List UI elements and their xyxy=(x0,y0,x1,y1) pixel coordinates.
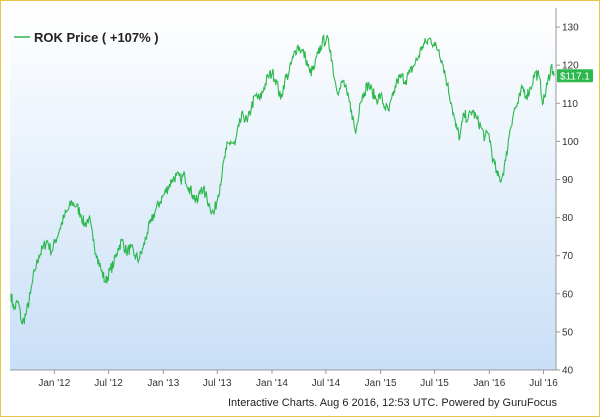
y-tick-label: 100 xyxy=(562,137,579,148)
y-tick-label: 130 xyxy=(562,23,579,34)
price-series-line xyxy=(10,34,555,325)
y-tick-label: 60 xyxy=(562,289,574,300)
y-tick-label: 120 xyxy=(562,61,579,72)
y-axis: 40 50 60 70 80 90 100 110 120 130 xyxy=(555,8,579,377)
chart-credit[interactable]: Interactive Charts. Aug 6 2016, 12:53 UT… xyxy=(228,397,557,409)
x-tick-label: Jan '14 xyxy=(256,378,288,389)
x-tick-label: Jul '16 xyxy=(529,378,558,389)
y-tick-label: 40 xyxy=(562,366,574,377)
y-tick-label: 90 xyxy=(562,175,574,186)
y-tick-label: 50 xyxy=(562,327,574,338)
plot-area xyxy=(10,8,556,370)
last-price-label: $117.1 xyxy=(560,72,590,83)
x-tick-label: Jan '13 xyxy=(147,378,179,389)
x-tick-label: Jan '12 xyxy=(38,378,70,389)
legend-label: ROK Price ( +107% ) xyxy=(34,30,159,45)
last-price-marker: $117.1 xyxy=(557,69,593,83)
x-axis: Jan '12 Jul '12 Jan '13 Jul '13 Jan '14 Jul '… xyxy=(10,369,558,389)
y-tick-label: 110 xyxy=(562,99,578,110)
last-price-badge xyxy=(557,69,593,83)
legend[interactable]: ROK Price ( +107% ) xyxy=(14,30,159,45)
x-tick-label: Jul '15 xyxy=(420,378,449,389)
y-tick-label: 70 xyxy=(562,251,574,262)
x-tick-label: Jul '13 xyxy=(203,378,232,389)
y-tick-label: 80 xyxy=(562,213,574,224)
x-tick-label: Jan '15 xyxy=(365,378,397,389)
x-tick-label: Jul '12 xyxy=(94,378,123,389)
x-tick-label: Jul '14 xyxy=(312,378,341,389)
x-tick-label: Jan '16 xyxy=(473,378,505,389)
